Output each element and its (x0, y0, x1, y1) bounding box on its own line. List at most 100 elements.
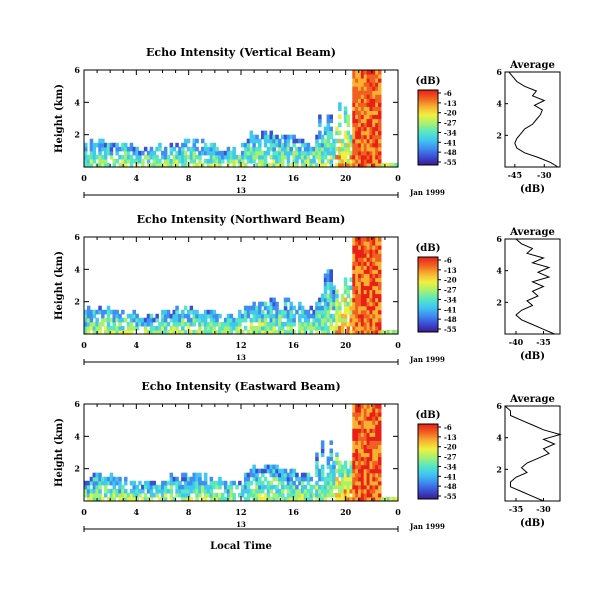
heatmap-cell (315, 305, 319, 311)
heatmap-cell (169, 325, 174, 331)
heatmap-cell (355, 261, 359, 266)
heatmap-cell (92, 313, 97, 319)
heatmap-cell (343, 106, 348, 111)
heatmap-cell (300, 154, 305, 160)
heatmap-cell (315, 468, 319, 474)
heatmap-cell (201, 138, 205, 144)
heatmap-cell (215, 321, 219, 327)
colorbar (417, 256, 439, 333)
heatmap-cell (300, 309, 305, 315)
colorbar-tick-label: -41 (444, 305, 457, 314)
heatmap-cell (141, 321, 145, 327)
x-tick-label: 0 (81, 507, 87, 517)
heatmap-cell (355, 416, 359, 421)
heatmap-cell (318, 297, 322, 303)
heatmap-cell (300, 497, 305, 502)
heatmap-cell (358, 468, 362, 474)
heatmap-cell (369, 78, 373, 83)
heatmap-cell (335, 325, 339, 331)
heatmap-cell (132, 317, 136, 323)
heatmap-cell (369, 114, 373, 120)
heatmap-cell (203, 150, 208, 156)
heatmap-cell (360, 480, 365, 486)
heatmap-cell (178, 158, 182, 164)
heatmap-cell (206, 484, 211, 490)
heatmap-cell (346, 492, 351, 498)
heatmap-cell (355, 424, 359, 429)
heatmap-cell (261, 130, 265, 136)
heatmap-cell (101, 158, 105, 164)
heatmap-cell (340, 163, 345, 168)
heatmap-cell (89, 146, 94, 152)
heatmap-cell (278, 488, 282, 494)
heatmap-cell (395, 497, 399, 502)
heatmap-cell (340, 158, 345, 164)
heatmap-cell (198, 480, 202, 486)
colorbar-tick-label: -48 (444, 482, 457, 491)
heatmap-cell (281, 158, 285, 164)
heatmap-cell (206, 321, 211, 327)
heatmap-cell (343, 464, 348, 470)
heatmap-cell (238, 309, 242, 315)
heatmap-cell (289, 150, 293, 156)
heatmap-cell (378, 253, 382, 258)
heatmap-cell (269, 134, 273, 140)
heatmap-cell (355, 492, 359, 498)
heatmap-cell (366, 448, 371, 454)
heatmap-cell (138, 158, 142, 164)
heatmap-cell (229, 313, 234, 319)
colorbar-tick-label: -48 (444, 315, 457, 324)
heatmap-cell (172, 476, 176, 482)
heatmap-cell (346, 325, 351, 331)
heatmap-cell (269, 297, 273, 303)
heatmap-cell (366, 118, 371, 124)
heatmap-cell (340, 138, 345, 144)
panel-3: Echo Intensity (Eastward Beam)Height (km… (54, 380, 562, 552)
heatmap-cell (238, 492, 242, 498)
heatmap-cell (292, 468, 296, 474)
heatmap-cell (269, 305, 273, 311)
heatmap-cell (118, 476, 122, 482)
heatmap-cell (346, 114, 351, 120)
heatmap-cell (343, 297, 348, 303)
heatmap-cell (360, 484, 365, 490)
heatmap-cell (355, 472, 359, 478)
heatmap-cell (360, 163, 365, 168)
heatmap-cell (149, 330, 154, 335)
heatmap-cell (98, 158, 102, 164)
heatmap-cell (323, 142, 328, 148)
heatmap-cell (366, 285, 371, 291)
heatmap-cell (366, 281, 371, 287)
heatmap-cell (323, 154, 328, 160)
heatmap-cell (118, 497, 122, 502)
heatmap-cell (169, 313, 174, 319)
heatmap-cell (363, 74, 368, 79)
heatmap-cell (369, 158, 373, 164)
heatmap-cell (112, 158, 116, 164)
heatmap-cell (246, 497, 251, 502)
heatmap-cell (209, 330, 214, 335)
heatmap-cell (146, 313, 151, 319)
heatmap-cell (352, 440, 356, 445)
heatmap-cell (326, 297, 331, 303)
heatmap-cell (352, 106, 356, 111)
heatmap-cell (232, 158, 236, 164)
heatmap-cell (352, 448, 356, 454)
heatmap-cell (241, 330, 245, 335)
heatmap-cell (292, 134, 296, 140)
colorbar-tick-label: -13 (444, 266, 457, 275)
heatmap-cell (329, 269, 333, 274)
heatmap-cell (266, 492, 271, 498)
heatmap-cell (306, 325, 311, 331)
heatmap-cell (355, 237, 359, 242)
heatmap-cell (346, 134, 351, 140)
heatmap-cell (269, 468, 273, 474)
heatmap-cell (343, 130, 348, 136)
heatmap-cell (355, 142, 359, 148)
heatmap-cell (366, 158, 371, 164)
heatmap-cell (106, 330, 111, 335)
heatmap-cell (372, 309, 376, 315)
heatmap-cell (252, 301, 256, 307)
heatmap-cell (369, 444, 373, 449)
heatmap-cell (112, 163, 116, 168)
